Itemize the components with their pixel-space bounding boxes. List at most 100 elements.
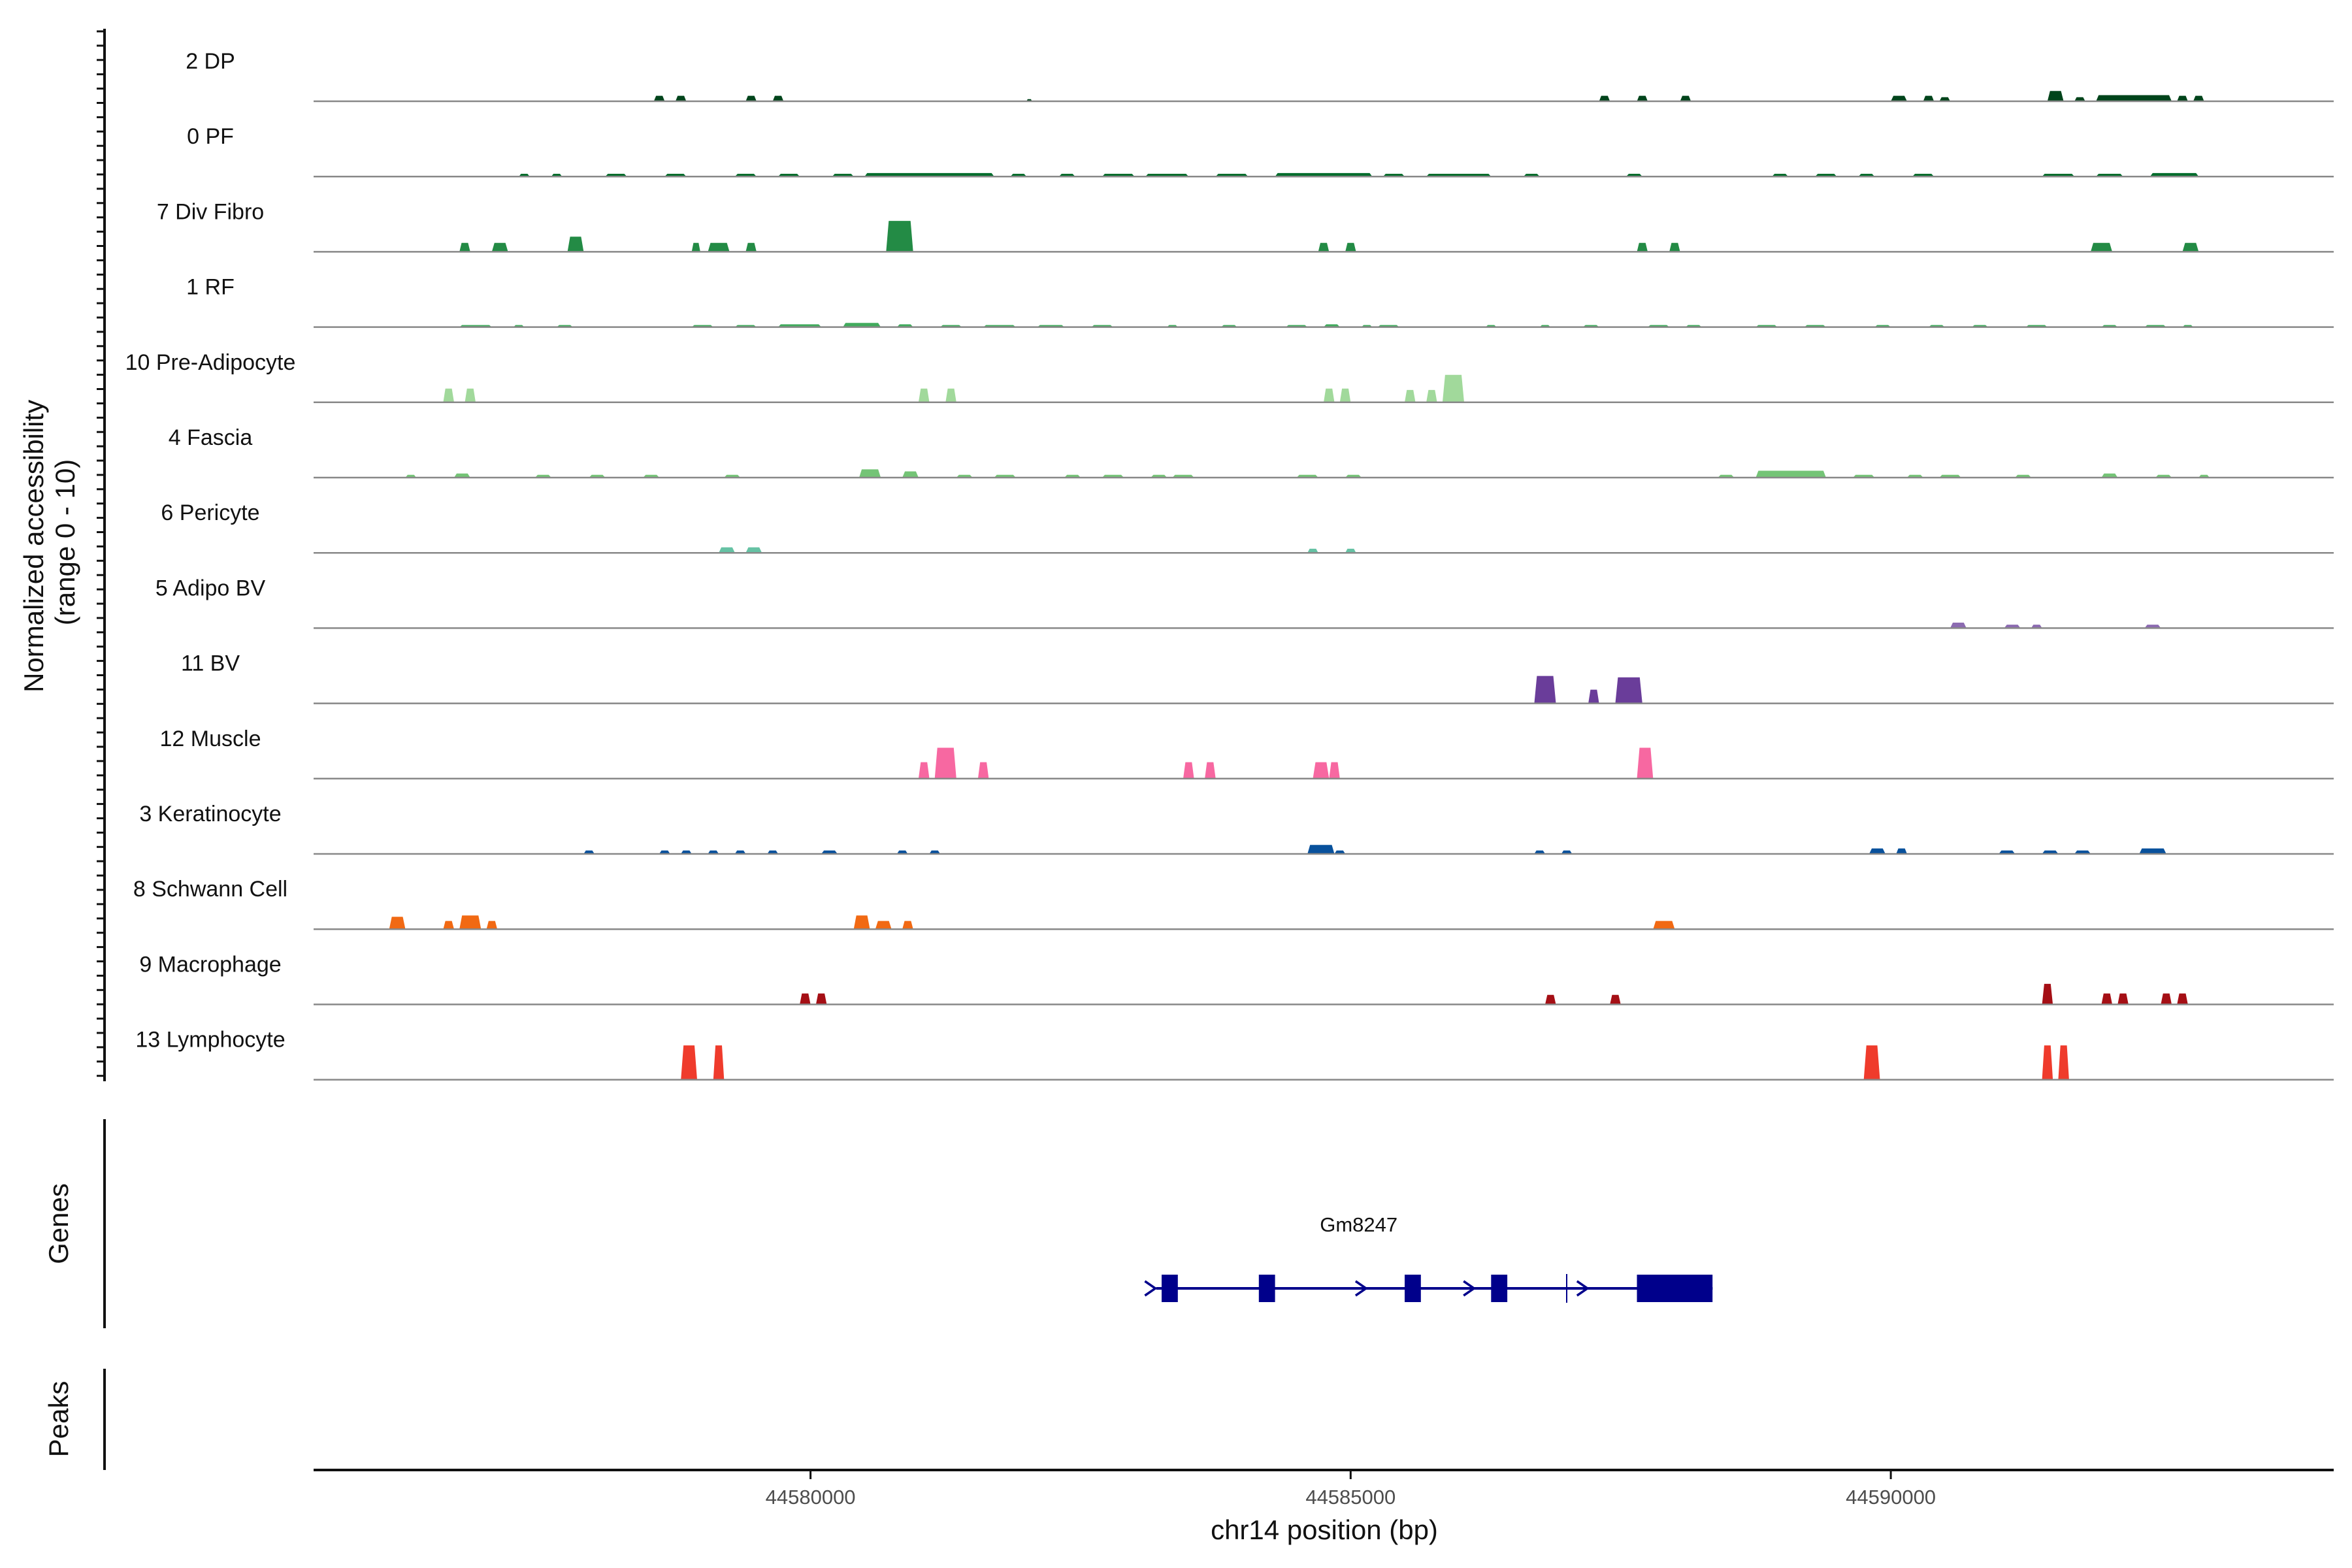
peak-4-fascia [454, 473, 470, 478]
peak-3-keratinocyte [734, 850, 746, 854]
gene-exon [1637, 1275, 1713, 1302]
peak-2-dp [653, 95, 665, 101]
strand-arrow [1144, 1280, 1158, 1297]
peak-12-muscle [1329, 762, 1340, 779]
x-axis-title: chr14 position (bp) [1211, 1514, 1438, 1545]
peak-10-pre-adipocyte [1442, 374, 1464, 402]
peak-4-fascia [902, 471, 919, 478]
peak-9-macrophage [2117, 993, 2129, 1005]
peak-3-keratinocyte [681, 850, 692, 854]
x-tick-label: 44585000 [1305, 1486, 1396, 1509]
peak-13-lymphocyte [2058, 1045, 2069, 1080]
peak-4-fascia [2101, 473, 2118, 478]
peak-7-div-fibro [1669, 242, 1680, 252]
track-label-7-div-fibro: 7 Div Fibro [157, 199, 264, 224]
peak-2-dp [1891, 95, 1907, 101]
peak-5-adipo-bv [2144, 625, 2161, 629]
peak-8-schwann-cell [875, 921, 892, 930]
peak-10-pre-adipocyte [918, 388, 930, 402]
peak-5-adipo-bv [2004, 625, 2021, 629]
peak-3-keratinocyte [929, 850, 940, 854]
peak-7-div-fibro [1345, 242, 1356, 252]
track-13-lymphocyte: 13 Lymphocyte [135, 1028, 2334, 1081]
track-11-bv: 11 BV [181, 651, 2334, 704]
x-tick-label: 44580000 [766, 1486, 856, 1509]
track-0-pf: 0 PF [187, 124, 2334, 178]
y-axis-title-line-1: Normalized accessibility [18, 400, 49, 693]
peak-10-pre-adipocyte [1339, 388, 1351, 402]
peak-6-pericyte [745, 547, 762, 553]
peak-9-macrophage [2177, 993, 2188, 1005]
x-tick-label: 44590000 [1846, 1486, 1936, 1509]
track-label-3-keratinocyte: 3 Keratinocyte [139, 802, 281, 826]
peak-12-muscle [1637, 747, 1654, 779]
peak-8-schwann-cell [389, 917, 406, 930]
peak-7-div-fibro [1318, 242, 1330, 252]
peak-2-dp [772, 95, 784, 101]
peak-5-adipo-bv [1950, 623, 1967, 629]
peak-0-pf [2149, 172, 2199, 177]
peak-10-pre-adipocyte [465, 388, 476, 402]
track-label-10-pre-adipocyte: 10 Pre-Adipocyte [125, 350, 296, 375]
peak-6-pericyte [1307, 548, 1318, 553]
track-label-8-schwann-cell: 8 Schwann Cell [133, 877, 287, 902]
track-label-1-rf: 1 RF [186, 275, 235, 300]
peak-13-lymphocyte [1863, 1045, 1880, 1080]
peak-2-dp [1599, 95, 1610, 101]
coverage-y-axis-ticks [97, 30, 105, 1077]
peak-3-keratinocyte [2139, 848, 2166, 854]
peak-12-muscle [1313, 762, 1330, 779]
strand-arrow [1354, 1280, 1368, 1297]
peak-3-keratinocyte [2042, 850, 2059, 854]
track-10-pre-adipocyte: 10 Pre-Adipocyte [125, 350, 2334, 404]
peak-2-dp [2193, 95, 2204, 101]
track-5-adipo-bv: 5 Adipo BV [155, 576, 2334, 629]
peak-9-macrophage [2161, 993, 2172, 1005]
peak-0-pf [864, 172, 994, 177]
track-label-2-dp: 2 DP [186, 49, 235, 74]
track-4-fascia: 4 Fascia [169, 425, 2334, 479]
peak-3-keratinocyte [1307, 845, 1335, 854]
peak-2-dp [1680, 95, 1691, 101]
peak-3-keratinocyte [708, 850, 719, 854]
peak-7-div-fibro [491, 242, 508, 252]
peak-2-dp [2177, 95, 2188, 101]
peak-3-keratinocyte [896, 850, 908, 854]
peak-12-muscle [1183, 762, 1194, 779]
peak-13-lymphocyte [681, 1045, 697, 1080]
peak-9-macrophage [2101, 993, 2112, 1005]
track-label-0-pf: 0 PF [187, 124, 234, 149]
peak-3-keratinocyte [1334, 850, 1346, 854]
peak-4-fascia [859, 469, 881, 478]
peak-13-lymphocyte [713, 1045, 725, 1080]
peak-9-macrophage [815, 993, 827, 1005]
peak-8-schwann-cell [486, 921, 498, 930]
peak-9-macrophage [1545, 994, 1556, 1005]
peak-10-pre-adipocyte [1405, 389, 1416, 402]
coverage-tracks: 2 DP 0 PF 7 Div Fibro 1 RF 10 Pre-Adipocyte 4… [125, 49, 2334, 1081]
peak-5-adipo-bv [2031, 625, 2042, 629]
peak-11-bv [1588, 689, 1599, 704]
track-label-13-lymphocyte: 13 Lymphocyte [135, 1028, 285, 1053]
track-12-muscle: 12 Muscle [160, 727, 2334, 780]
peak-13-lymphocyte [2042, 1045, 2053, 1080]
peak-0-pf [1275, 172, 1373, 177]
gene-exon [1405, 1275, 1421, 1302]
track-label-5-adipo-bv: 5 Adipo BV [155, 576, 266, 600]
peak-12-muscle [934, 747, 956, 779]
track-label-4-fascia: 4 Fascia [169, 425, 253, 450]
peak-11-bv [1615, 677, 1642, 704]
gene-strand-arrows [1144, 1274, 1590, 1303]
peak-10-pre-adipocyte [945, 388, 956, 402]
peak-3-keratinocyte [821, 850, 838, 854]
peak-4-fascia [1756, 470, 1826, 478]
peak-8-schwann-cell [443, 921, 454, 930]
peak-9-macrophage [800, 993, 811, 1005]
peak-7-div-fibro [459, 242, 470, 252]
peak-2-dp [2074, 97, 2085, 101]
track-label-9-macrophage: 9 Macrophage [139, 952, 281, 977]
peak-10-pre-adipocyte [1324, 388, 1335, 402]
track-label-6-pericyte: 6 Pericyte [161, 500, 259, 525]
